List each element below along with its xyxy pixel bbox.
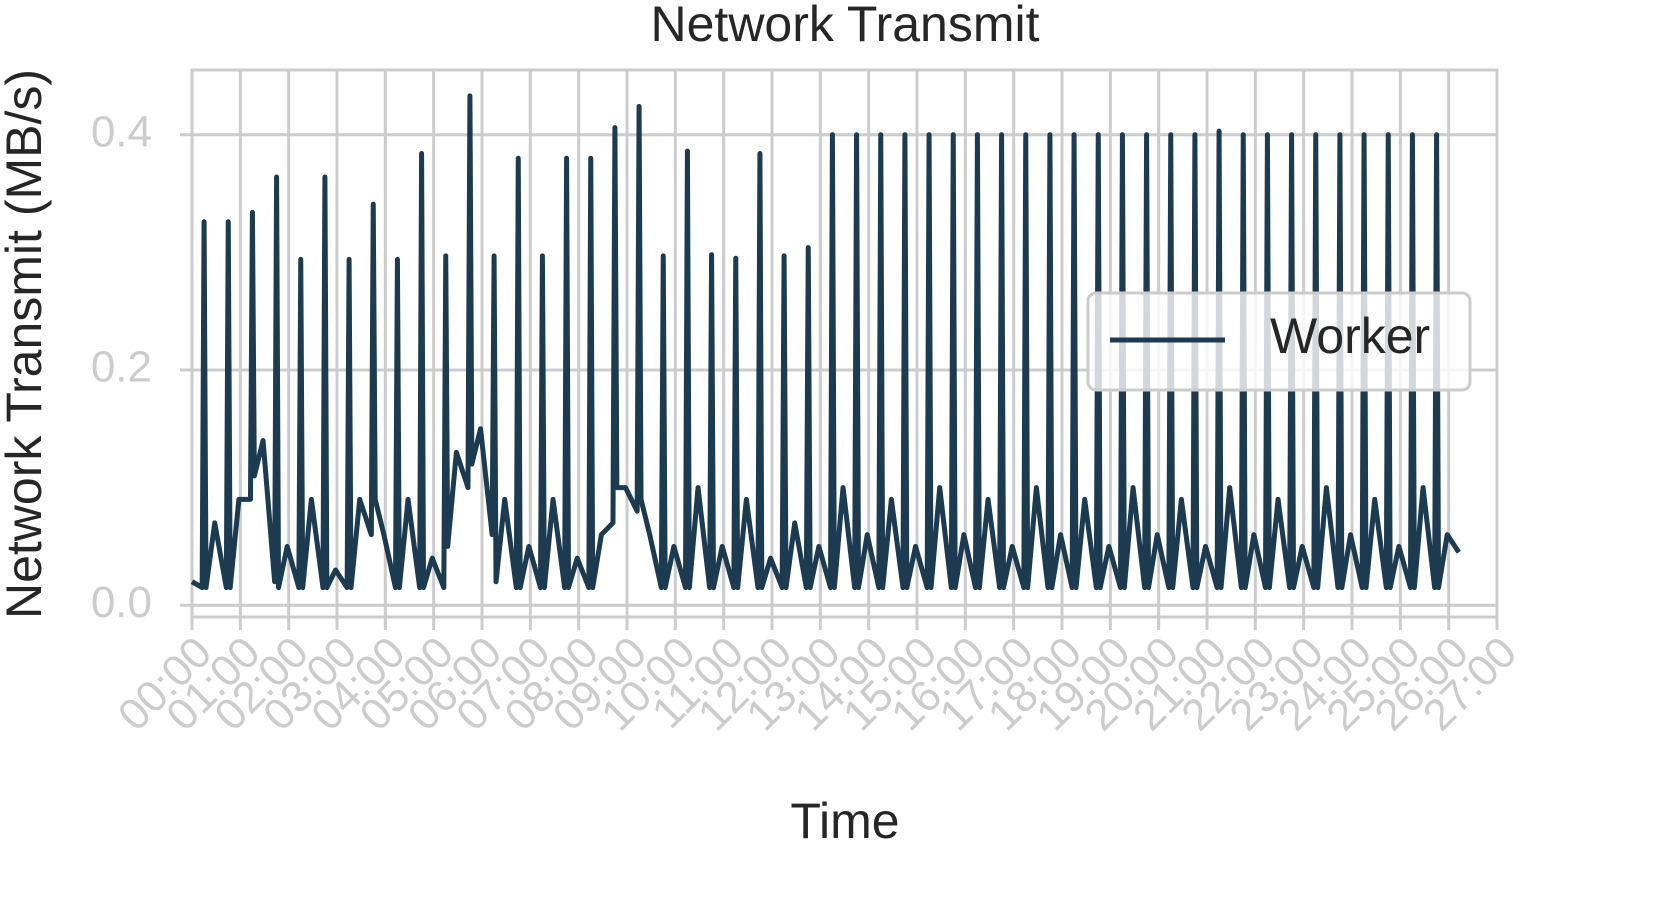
y-tick-label: 0.4 <box>91 107 152 156</box>
y-tick-label: 0.0 <box>91 578 152 627</box>
y-tick-label: 0.2 <box>91 343 152 392</box>
plot-frame <box>190 68 1499 619</box>
y-axis-label: Network Transmit (MB/s) <box>0 69 52 619</box>
legend-label: Worker <box>1270 308 1430 364</box>
legend-box <box>1086 291 1472 392</box>
data-line <box>190 93 1461 591</box>
chart-title: Network Transmit <box>651 0 1040 52</box>
x-axis-label: Time <box>790 793 899 849</box>
